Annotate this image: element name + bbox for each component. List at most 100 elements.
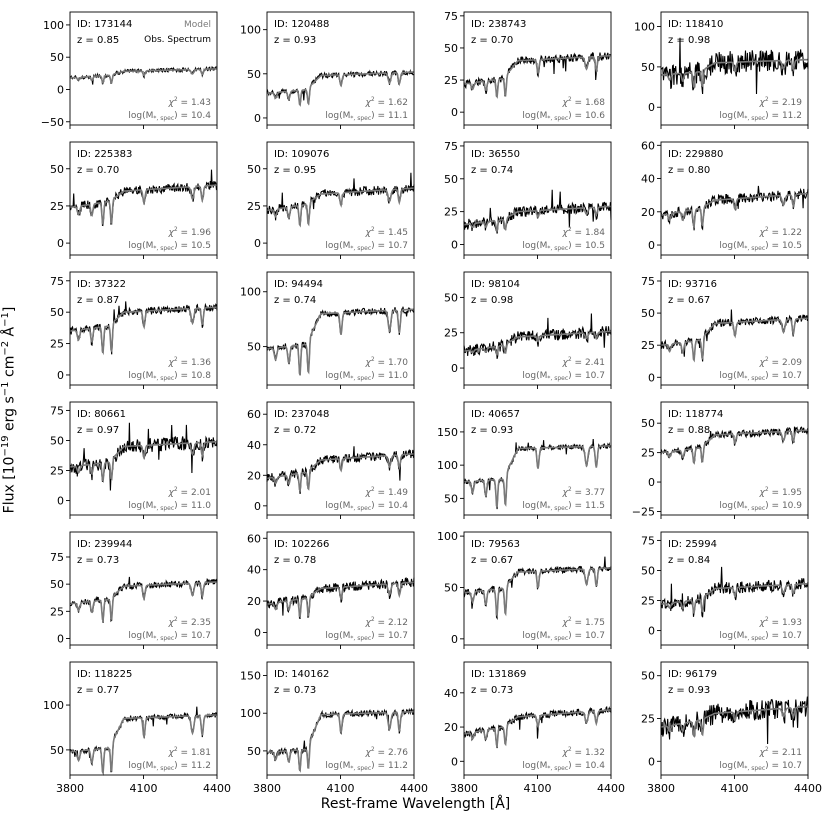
chi-square-label: χ2 = 1.93 — [759, 616, 802, 628]
y-tick-label: 100 — [634, 21, 655, 34]
y-tick-label: 0 — [648, 476, 655, 489]
galaxy-id-label: ID: 225383 — [77, 149, 132, 160]
chi-square-label: χ2 = 1.36 — [168, 356, 212, 368]
y-tick-label: 100 — [437, 459, 458, 472]
model-spectrum-line — [660, 192, 809, 229]
y-tick-label: 25 — [50, 605, 64, 618]
redshift-label: z = 0.93 — [471, 425, 513, 436]
panel: −50 0 50 100 ID: 173144 z = 0.85 χ2 = 1.43 log(… — [41, 11, 218, 129]
plot-area — [70, 532, 217, 645]
chi-square-label: χ2 = 1.32 — [562, 746, 605, 758]
chi-square-label: χ2 = 3.77 — [562, 486, 605, 498]
y-tick-label: 0 — [451, 238, 458, 251]
model-spectrum-line — [660, 429, 808, 465]
stellar-mass-label: log(M*, spec) = 10.7 — [522, 371, 605, 382]
panel: 50 100 150 ID: 40657 z = 0.93 χ2 = 3.77 log(M*… — [437, 401, 612, 519]
redshift-label: z = 0.80 — [668, 165, 710, 176]
redshift-label: z = 0.85 — [77, 35, 119, 46]
galaxy-id-label: ID: 238743 — [471, 19, 526, 30]
chi-square-label: χ2 = 2.76 — [365, 746, 409, 758]
panel: 0 25 50 75 ID: 37322 z = 0.87 χ2 = 1.36 log(M*,… — [50, 271, 218, 389]
y-tick-label: 0 — [57, 83, 64, 96]
model-spectrum-line — [661, 582, 808, 615]
y-tick-label: 40 — [247, 439, 261, 452]
stellar-mass-label: log(M*, spec) = 10.7 — [522, 631, 605, 642]
plot-area — [70, 662, 217, 775]
plot-area — [267, 532, 414, 645]
stellar-mass-label: log(M*, spec) = 11.1 — [325, 111, 408, 122]
y-tick-label: 0 — [648, 101, 655, 114]
chi-square-label: χ2 = 1.96 — [168, 226, 212, 238]
galaxy-id-label: ID: 140162 — [274, 669, 329, 680]
chi-square-label: χ2 = 1.43 — [168, 96, 211, 108]
y-tick-label: 50 — [444, 42, 458, 55]
legend-model-label: Model — [184, 20, 211, 30]
redshift-label: z = 0.67 — [471, 555, 513, 566]
stellar-mass-label: log(M*, spec) = 10.7 — [719, 631, 802, 642]
panel: 0 25 50 ID: 98104 z = 0.98 χ2 = 2.41 log(M*, s… — [444, 271, 612, 389]
plot-area — [267, 662, 414, 775]
y-tick-label: 50 — [247, 341, 261, 354]
y-tick-label: 50 — [444, 173, 458, 186]
y-tick-label: 75 — [50, 404, 64, 417]
y-tick-label: 25 — [641, 447, 655, 460]
galaxy-id-label: ID: 102266 — [274, 539, 329, 550]
model-spectrum-line — [463, 445, 611, 508]
y-tick-label: 50 — [641, 61, 655, 74]
y-tick-label: 0 — [254, 112, 261, 125]
panel: 0 25 50 75 ID: 238743 z = 0.70 χ2 = 1.68 log(M*… — [444, 10, 612, 129]
y-tick-label: 25 — [247, 200, 261, 213]
galaxy-id-label: ID: 173144 — [77, 19, 132, 30]
model-spectrum-line — [660, 317, 809, 363]
galaxy-id-label: ID: 118774 — [668, 409, 723, 420]
y-tick-label: 75 — [50, 551, 64, 564]
stellar-mass-label: log(M*, spec) = 10.7 — [719, 371, 802, 382]
stellar-mass-label: log(M*, spec) = 11.2 — [128, 761, 211, 772]
x-tick-label: 4400 — [597, 782, 625, 795]
plot-area — [267, 402, 414, 515]
redshift-label: z = 0.98 — [668, 35, 710, 46]
panel: 50 100 150 3800 4100 4400 ID: 140162 z = 0.73 χ2… — [240, 661, 428, 795]
chi-square-label: χ2 = 2.09 — [759, 356, 803, 368]
model-spectrum-line — [463, 330, 612, 356]
y-tick-label: 50 — [641, 670, 655, 683]
panel: 0 25 50 75 ID: 239944 z = 0.73 χ2 = 2.35 log(M*… — [50, 531, 218, 649]
panel: 0 25 50 ID: 109076 z = 0.95 χ2 = 1.45 log(M*, … — [247, 141, 415, 259]
y-tick-label: 0 — [57, 369, 64, 382]
galaxy-id-label: ID: 96179 — [668, 669, 717, 680]
stellar-mass-label: log(M*, spec) = 10.5 — [522, 241, 605, 252]
galaxy-id-label: ID: 118225 — [77, 669, 132, 680]
panel: 0 20 40 60 ID: 237048 z = 0.72 χ2 = 1.49 log(M*… — [247, 401, 415, 519]
stellar-mass-label: log(M*, spec) = 10.7 — [325, 631, 408, 642]
redshift-label: z = 0.93 — [274, 35, 316, 46]
y-tick-label: 0 — [254, 626, 261, 639]
model-spectrum-line — [267, 710, 414, 773]
stellar-mass-label: log(M*, spec) = 11.2 — [325, 761, 408, 772]
y-tick-label: 75 — [50, 275, 64, 288]
y-tick-label: 0 — [254, 237, 261, 250]
chi-square-label: χ2 = 2.01 — [168, 486, 211, 498]
stellar-mass-label: log(M*, spec) = 10.5 — [719, 241, 802, 252]
chi-square-label: χ2 = 1.45 — [365, 226, 408, 238]
y-tick-label: 0 — [451, 633, 458, 646]
panel: 0 50 100 ID: 120488 z = 0.93 χ2 = 1.62 log(M*,… — [240, 11, 415, 129]
y-tick-label: 100 — [240, 286, 261, 299]
plot-area — [661, 142, 808, 255]
y-tick-label: 25 — [641, 595, 655, 608]
y-tick-label: 50 — [247, 68, 261, 81]
galaxy-id-label: ID: 79563 — [471, 539, 520, 550]
y-tick-label: 100 — [240, 24, 261, 37]
y-tick-label: 25 — [641, 713, 655, 726]
redshift-label: z = 0.77 — [77, 685, 119, 696]
redshift-label: z = 0.74 — [274, 295, 316, 306]
panel: 50 100 ID: 94494 z = 0.74 χ2 = 1.70 log(M*, s… — [240, 271, 415, 389]
y-tick-label: −25 — [632, 505, 655, 518]
y-tick-label: 100 — [240, 707, 261, 720]
chi-square-label: χ2 = 2.12 — [365, 616, 408, 628]
stellar-mass-label: log(M*, spec) = 11.5 — [522, 501, 605, 512]
x-tick-label: 4400 — [203, 782, 231, 795]
stellar-mass-label: log(M*, spec) = 11.0 — [128, 501, 211, 512]
galaxy-id-label: ID: 36550 — [471, 149, 520, 160]
panel: 0 50 100 ID: 79563 z = 0.67 χ2 = 1.75 log(M*, … — [437, 530, 612, 649]
